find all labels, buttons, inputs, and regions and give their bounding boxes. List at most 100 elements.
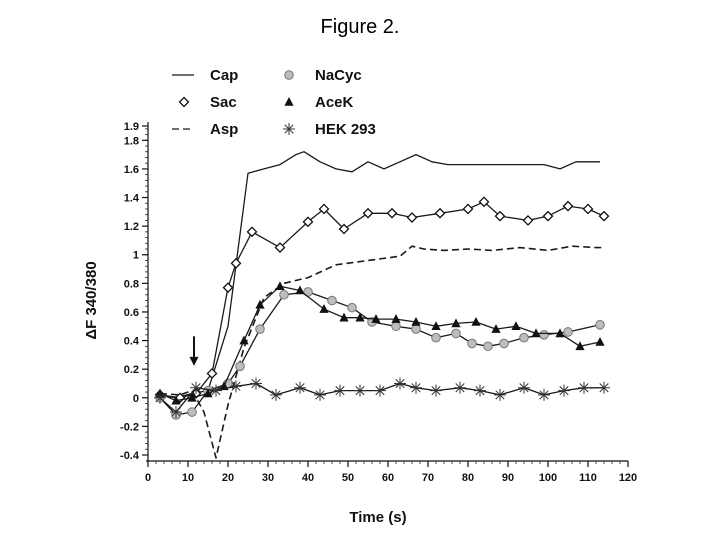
data-point xyxy=(531,328,541,338)
data-point xyxy=(411,324,421,334)
x-tick-label: 50 xyxy=(342,472,354,484)
data-point xyxy=(478,196,490,208)
data-point xyxy=(230,257,242,269)
chart-series xyxy=(154,151,610,459)
y-tick-label: 0.4 xyxy=(124,336,140,348)
data-point xyxy=(246,226,258,238)
data-point xyxy=(483,341,493,352)
data-point xyxy=(318,203,330,215)
series-acek xyxy=(155,281,605,405)
data-point xyxy=(494,210,506,222)
data-point xyxy=(539,330,549,340)
data-point xyxy=(563,327,573,337)
y-tick-label: 1.8 xyxy=(124,135,139,147)
series-nacyc xyxy=(155,287,605,420)
data-point xyxy=(522,214,534,226)
y-axis-title: ΔF 340/380 xyxy=(83,261,100,339)
y-tick-label: 1.6 xyxy=(124,164,139,176)
data-point xyxy=(347,302,357,313)
y-tick-label: 0.2 xyxy=(124,364,139,376)
data-point xyxy=(187,407,197,417)
data-point xyxy=(538,388,550,401)
data-point xyxy=(406,212,418,223)
data-point xyxy=(595,336,605,346)
legend-item-cap: Cap xyxy=(172,67,238,84)
y-tick-label: -0.4 xyxy=(120,450,140,462)
data-point xyxy=(190,381,202,394)
x-tick-label: 20 xyxy=(222,472,234,484)
data-point xyxy=(170,406,182,419)
data-point xyxy=(467,338,477,349)
legend-label: Cap xyxy=(210,67,238,84)
data-point xyxy=(595,320,605,330)
data-point xyxy=(499,338,509,349)
y-tick-label: 1.2 xyxy=(124,221,139,233)
data-point xyxy=(279,289,289,300)
legend-label: Asp xyxy=(210,121,238,138)
data-point xyxy=(294,381,306,394)
data-point xyxy=(338,223,350,235)
data-point xyxy=(362,207,374,219)
legend-item-sac: Sac xyxy=(178,94,237,111)
chart-legend: Cap Sac Asp NaCyc AceK HEK 293 xyxy=(172,67,376,138)
data-point xyxy=(558,384,570,397)
data-point xyxy=(411,316,421,326)
legend-item-hek-293: HEK 293 xyxy=(283,121,376,138)
data-point xyxy=(431,332,441,343)
data-point xyxy=(203,388,213,398)
legend-label: Sac xyxy=(210,94,237,111)
x-tick-label: 110 xyxy=(579,472,597,484)
data-point xyxy=(270,388,282,401)
data-point xyxy=(210,384,222,397)
data-point xyxy=(562,200,574,212)
data-point xyxy=(327,295,337,306)
data-point xyxy=(542,210,554,222)
chart-annotation xyxy=(189,336,199,366)
data-point xyxy=(582,203,594,215)
data-point xyxy=(354,384,366,397)
legend-label: HEK 293 xyxy=(315,121,376,138)
legend-label: NaCyc xyxy=(315,67,362,84)
x-tick-label: 100 xyxy=(539,472,557,484)
data-point xyxy=(154,391,166,404)
arrow-head xyxy=(189,356,199,366)
y-tick-label: 1.9 xyxy=(124,121,139,133)
series-cap xyxy=(159,151,600,399)
data-point xyxy=(222,282,234,294)
legend-label: AceK xyxy=(315,94,354,111)
data-point xyxy=(598,381,610,394)
data-point xyxy=(431,321,441,331)
legend-swatch xyxy=(284,70,294,80)
legend-item-acek: AceK xyxy=(284,94,354,111)
data-point xyxy=(274,242,286,254)
data-point xyxy=(451,318,461,328)
data-point xyxy=(302,216,314,228)
y-tick-label: 0 xyxy=(133,393,139,405)
data-point xyxy=(314,388,326,401)
x-tick-label: 30 xyxy=(262,472,274,484)
x-tick-label: 90 xyxy=(502,472,514,484)
data-point xyxy=(239,335,249,345)
y-tick-label: 0.6 xyxy=(124,307,139,319)
y-tick-label: 1.4 xyxy=(124,193,140,205)
legend-item-asp: Asp xyxy=(172,121,238,138)
data-point xyxy=(598,210,610,222)
data-point xyxy=(255,324,265,334)
data-point xyxy=(555,328,565,338)
data-point xyxy=(394,377,406,390)
figure-title: Figure 2. xyxy=(320,16,400,38)
data-point xyxy=(494,388,506,401)
data-point xyxy=(250,377,262,390)
y-tick-label: -0.2 xyxy=(120,421,139,433)
data-point xyxy=(451,328,461,339)
legend-swatch xyxy=(283,123,295,135)
data-point xyxy=(578,381,590,394)
data-point xyxy=(434,207,446,219)
x-tick-label: 60 xyxy=(382,472,394,484)
y-tick-label: 0.8 xyxy=(124,278,139,290)
data-point xyxy=(339,312,349,322)
data-point xyxy=(255,299,265,309)
x-tick-label: 70 xyxy=(422,472,434,484)
x-tick-label: 80 xyxy=(462,472,474,484)
